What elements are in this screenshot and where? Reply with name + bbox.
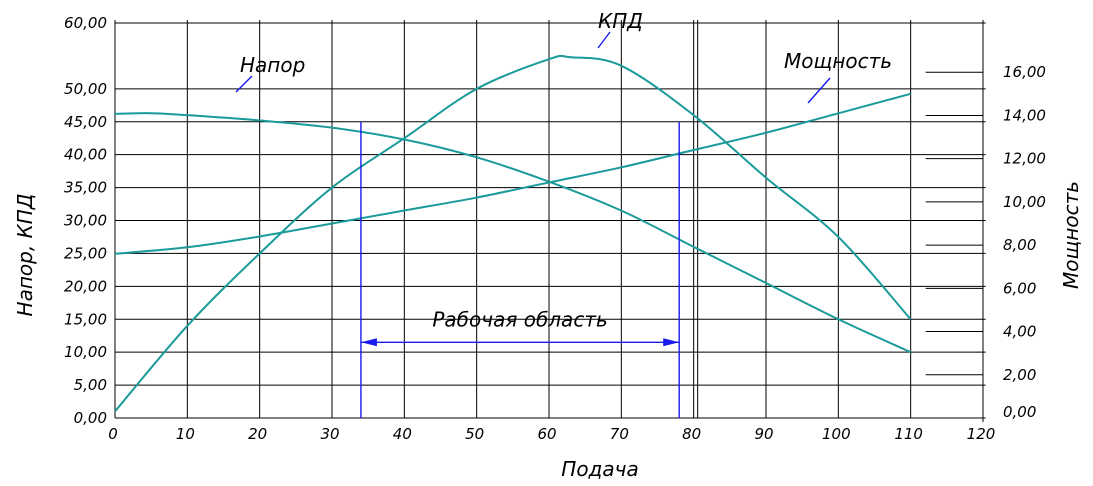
x-tick-label: 40 [393, 425, 412, 443]
series-line-1 [114, 54, 912, 413]
y-right-tick-label: 16,00 [1003, 63, 1046, 81]
x-tick-label: 60 [537, 425, 556, 443]
y-left-tick-label: 20,00 [64, 277, 107, 295]
curve-label: Напор [240, 53, 305, 77]
x-tick-label: 110 [894, 425, 923, 443]
y-right-tick-label: 4,00 [1003, 323, 1036, 341]
work-zone-arrow-left [360, 338, 377, 347]
curve-leader-line [235, 75, 253, 93]
x-tick-label: 70 [610, 425, 629, 443]
series-line-0 [114, 112, 912, 354]
y-left-tick-label: 5,00 [74, 376, 107, 394]
y-right-tick-label: 6,00 [1003, 279, 1036, 297]
y-right-tick-label: 2,00 [1003, 366, 1036, 384]
y-left-tick-label: 10,00 [64, 343, 107, 361]
x-tick-label: 100 [822, 425, 851, 443]
y-right-tick-label: 14,00 [1003, 106, 1046, 124]
y-left-tick-label: 30,00 [64, 212, 107, 230]
work-zone-arrow-right [663, 338, 680, 347]
grid-lines [114, 20, 986, 422]
y-right-tick-label: 8,00 [1003, 236, 1036, 254]
series-curves [114, 54, 912, 413]
x-tick-label: 30 [320, 425, 339, 443]
curve-labels: Напор КПД Мощность [235, 9, 892, 104]
curve-leader-line [807, 77, 831, 104]
work-zone: Рабочая область [360, 121, 680, 418]
x-tick-label: 80 [682, 425, 701, 443]
y-left-tick-label: 25,00 [64, 244, 107, 262]
y-right-axis-label: Мощность [1059, 181, 1083, 289]
y-left-tick-label: 40,00 [64, 146, 107, 164]
series-line-2 [114, 92, 911, 255]
y-left-tick-label: 15,00 [64, 310, 107, 328]
y-left-tick-label: 50,00 [64, 80, 107, 98]
y-left-tick-label: 60,00 [64, 14, 107, 32]
tick-labels: 0 10 20 30 40 50 60 70 80 90 100 110 120 0,00 5,00 10,0… [64, 14, 1046, 443]
y-right-tick-label: 10,00 [1003, 193, 1046, 211]
x-tick-label: 0 [108, 425, 118, 443]
x-tick-label: 50 [465, 425, 484, 443]
y-left-tick-label: 0,00 [74, 409, 107, 427]
work-zone-label: Рабочая область [432, 307, 607, 331]
x-tick-label: 90 [754, 425, 773, 443]
curve-leader-line [597, 31, 611, 49]
x-tick-label: 20 [248, 425, 267, 443]
x-tick-label: 10 [176, 425, 195, 443]
curve-label: КПД [598, 9, 643, 33]
x-tick-label: 120 [967, 425, 996, 443]
y-left-tick-label: 35,00 [64, 179, 107, 197]
curve-label: Мощность [784, 49, 892, 73]
y-left-axis-label: Напор, КПД [13, 194, 37, 317]
y-right-tick-label: 0,00 [1003, 403, 1036, 421]
x-axis-label: Подача [561, 457, 638, 481]
y-left-tick-label: 45,00 [64, 113, 107, 131]
y-right-tick-label: 12,00 [1003, 150, 1046, 168]
